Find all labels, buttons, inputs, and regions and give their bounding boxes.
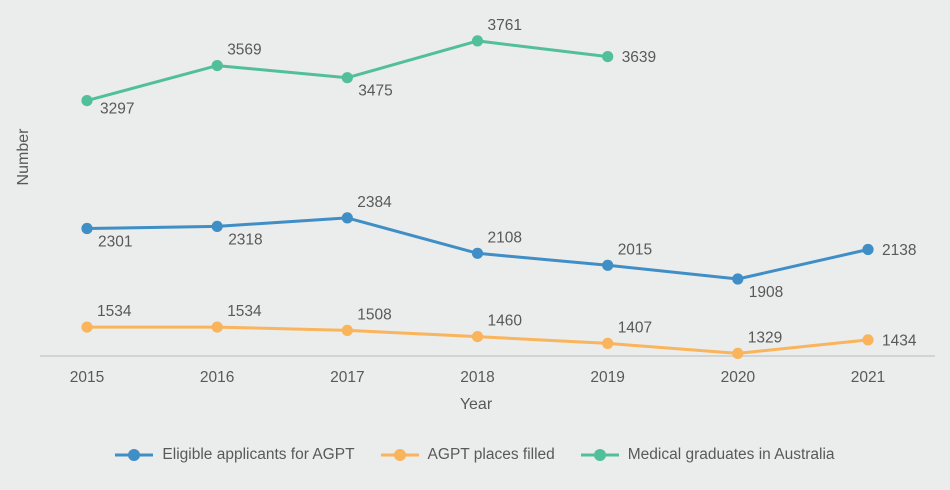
data-point[interactable]: [602, 51, 614, 63]
legend-label: Medical graduates in Australia: [627, 446, 835, 463]
x-tick-label: 2018: [460, 369, 494, 386]
legend-marker-icon: [580, 449, 619, 461]
data-point[interactable]: [81, 95, 93, 107]
chart-canvas: Number 2015 2016 2017 2018 2019 2020 2021 2301…: [15, 17, 935, 413]
data-label: 3297: [100, 101, 134, 118]
data-label: 3639: [622, 49, 656, 66]
chart-legend: Eligible applicants for AGPT AGPT places …: [0, 446, 950, 464]
data-point[interactable]: [341, 72, 353, 84]
data-point[interactable]: [341, 324, 353, 336]
x-tick-label: 2019: [590, 369, 624, 386]
data-label: 2318: [228, 231, 262, 248]
data-point[interactable]: [732, 273, 744, 285]
data-point[interactable]: [862, 243, 874, 256]
data-point[interactable]: [471, 247, 484, 259]
x-axis-title: Year: [460, 396, 493, 413]
data-label: 3761: [488, 17, 522, 34]
data-label: 1407: [618, 319, 652, 336]
data-label: 3569: [227, 42, 261, 59]
legend-item-1[interactable]: AGPT places filled: [380, 446, 555, 464]
x-tick-label: 2020: [721, 369, 756, 386]
series-line-2: [85, 39, 610, 103]
data-label: 1534: [97, 303, 132, 320]
data-label: 1908: [749, 284, 783, 301]
x-tick-label: 2017: [330, 369, 364, 386]
data-point[interactable]: [602, 259, 614, 271]
legend-item-2[interactable]: Medical graduates in Australia: [580, 446, 835, 464]
data-point[interactable]: [211, 220, 223, 232]
data-label: 1329: [748, 329, 782, 346]
data-point[interactable]: [602, 337, 614, 349]
data-label: 2301: [98, 234, 132, 251]
data-point[interactable]: [211, 321, 223, 333]
x-axis-ticks: 2015 2016 2017 2018 2019 2020 2021: [70, 369, 885, 386]
y-axis-title: Number: [15, 128, 32, 186]
data-point[interactable]: [471, 35, 484, 47]
data-point[interactable]: [732, 347, 744, 359]
data-label: 1460: [488, 313, 523, 330]
data-point[interactable]: [81, 222, 93, 235]
legend-marker-icon: [380, 449, 419, 461]
data-point[interactable]: [211, 60, 223, 72]
x-tick-label: 2016: [200, 369, 234, 386]
data-label: 1434: [882, 332, 917, 349]
legend-marker-icon: [115, 449, 154, 461]
data-point[interactable]: [81, 321, 93, 333]
x-tick-label: 2015: [70, 369, 104, 386]
data-label: 2384: [357, 194, 392, 211]
x-tick-label: 2021: [851, 369, 885, 386]
legend-label: AGPT places filled: [427, 446, 555, 463]
legend-item-0[interactable]: Eligible applicants for AGPT: [115, 446, 355, 464]
data-point[interactable]: [341, 212, 353, 224]
data-point[interactable]: [471, 331, 484, 343]
data-label: 3475: [358, 83, 392, 100]
data-label: 1534: [227, 303, 262, 320]
data-point[interactable]: [862, 334, 874, 346]
series-group: 2301 2318 2384 2108 2015 1908 2138 1534 1534 1508…: [81, 17, 917, 359]
legend-label: Eligible applicants for AGPT: [162, 446, 355, 463]
data-label: 2138: [882, 242, 916, 259]
data-label: 2015: [618, 241, 652, 258]
data-label: 2108: [488, 229, 522, 246]
data-label: 1508: [357, 306, 391, 323]
